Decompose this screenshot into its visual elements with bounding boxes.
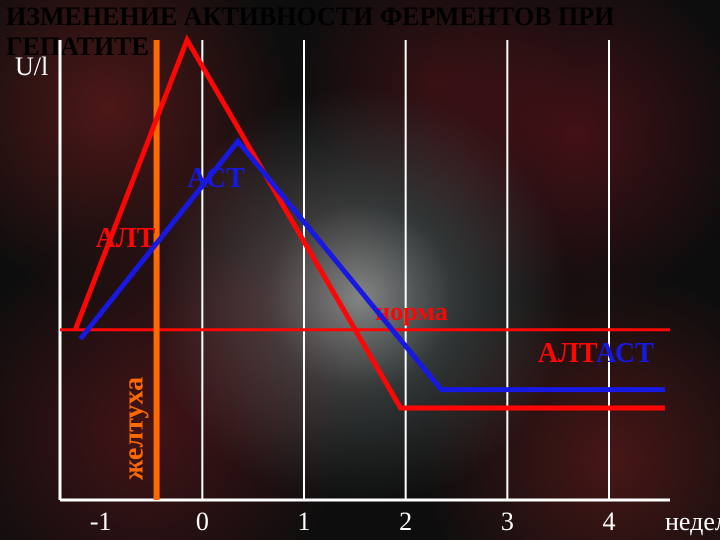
x-axis-label: недели: [665, 507, 720, 536]
jaundice-label: желтуха: [119, 377, 150, 480]
x-tick-label: 4: [603, 507, 616, 536]
x-tick-label: -1: [90, 507, 112, 536]
legend-АЛТ: АЛТ: [538, 338, 598, 369]
x-tick-label: 3: [501, 507, 514, 536]
x-tick-label: 1: [298, 507, 311, 536]
enzyme-activity-chart: -101234неделиU/lнормажелтухаАЛТАСТАЛТАСТ: [0, 0, 720, 540]
x-tick-label: 2: [399, 507, 412, 536]
x-tick-label: 0: [196, 507, 209, 536]
legend-АСТ: АСТ: [596, 338, 654, 369]
slide: ИЗМЕНЕНИЕ АКТИВНОСТИ ФЕРМЕНТОВ ПРИ ГЕПАТ…: [0, 0, 720, 540]
y-axis-label: U/l: [15, 52, 48, 81]
series-label-АЛТ: АЛТ: [96, 223, 156, 254]
series-label-АСТ: АСТ: [187, 163, 245, 194]
